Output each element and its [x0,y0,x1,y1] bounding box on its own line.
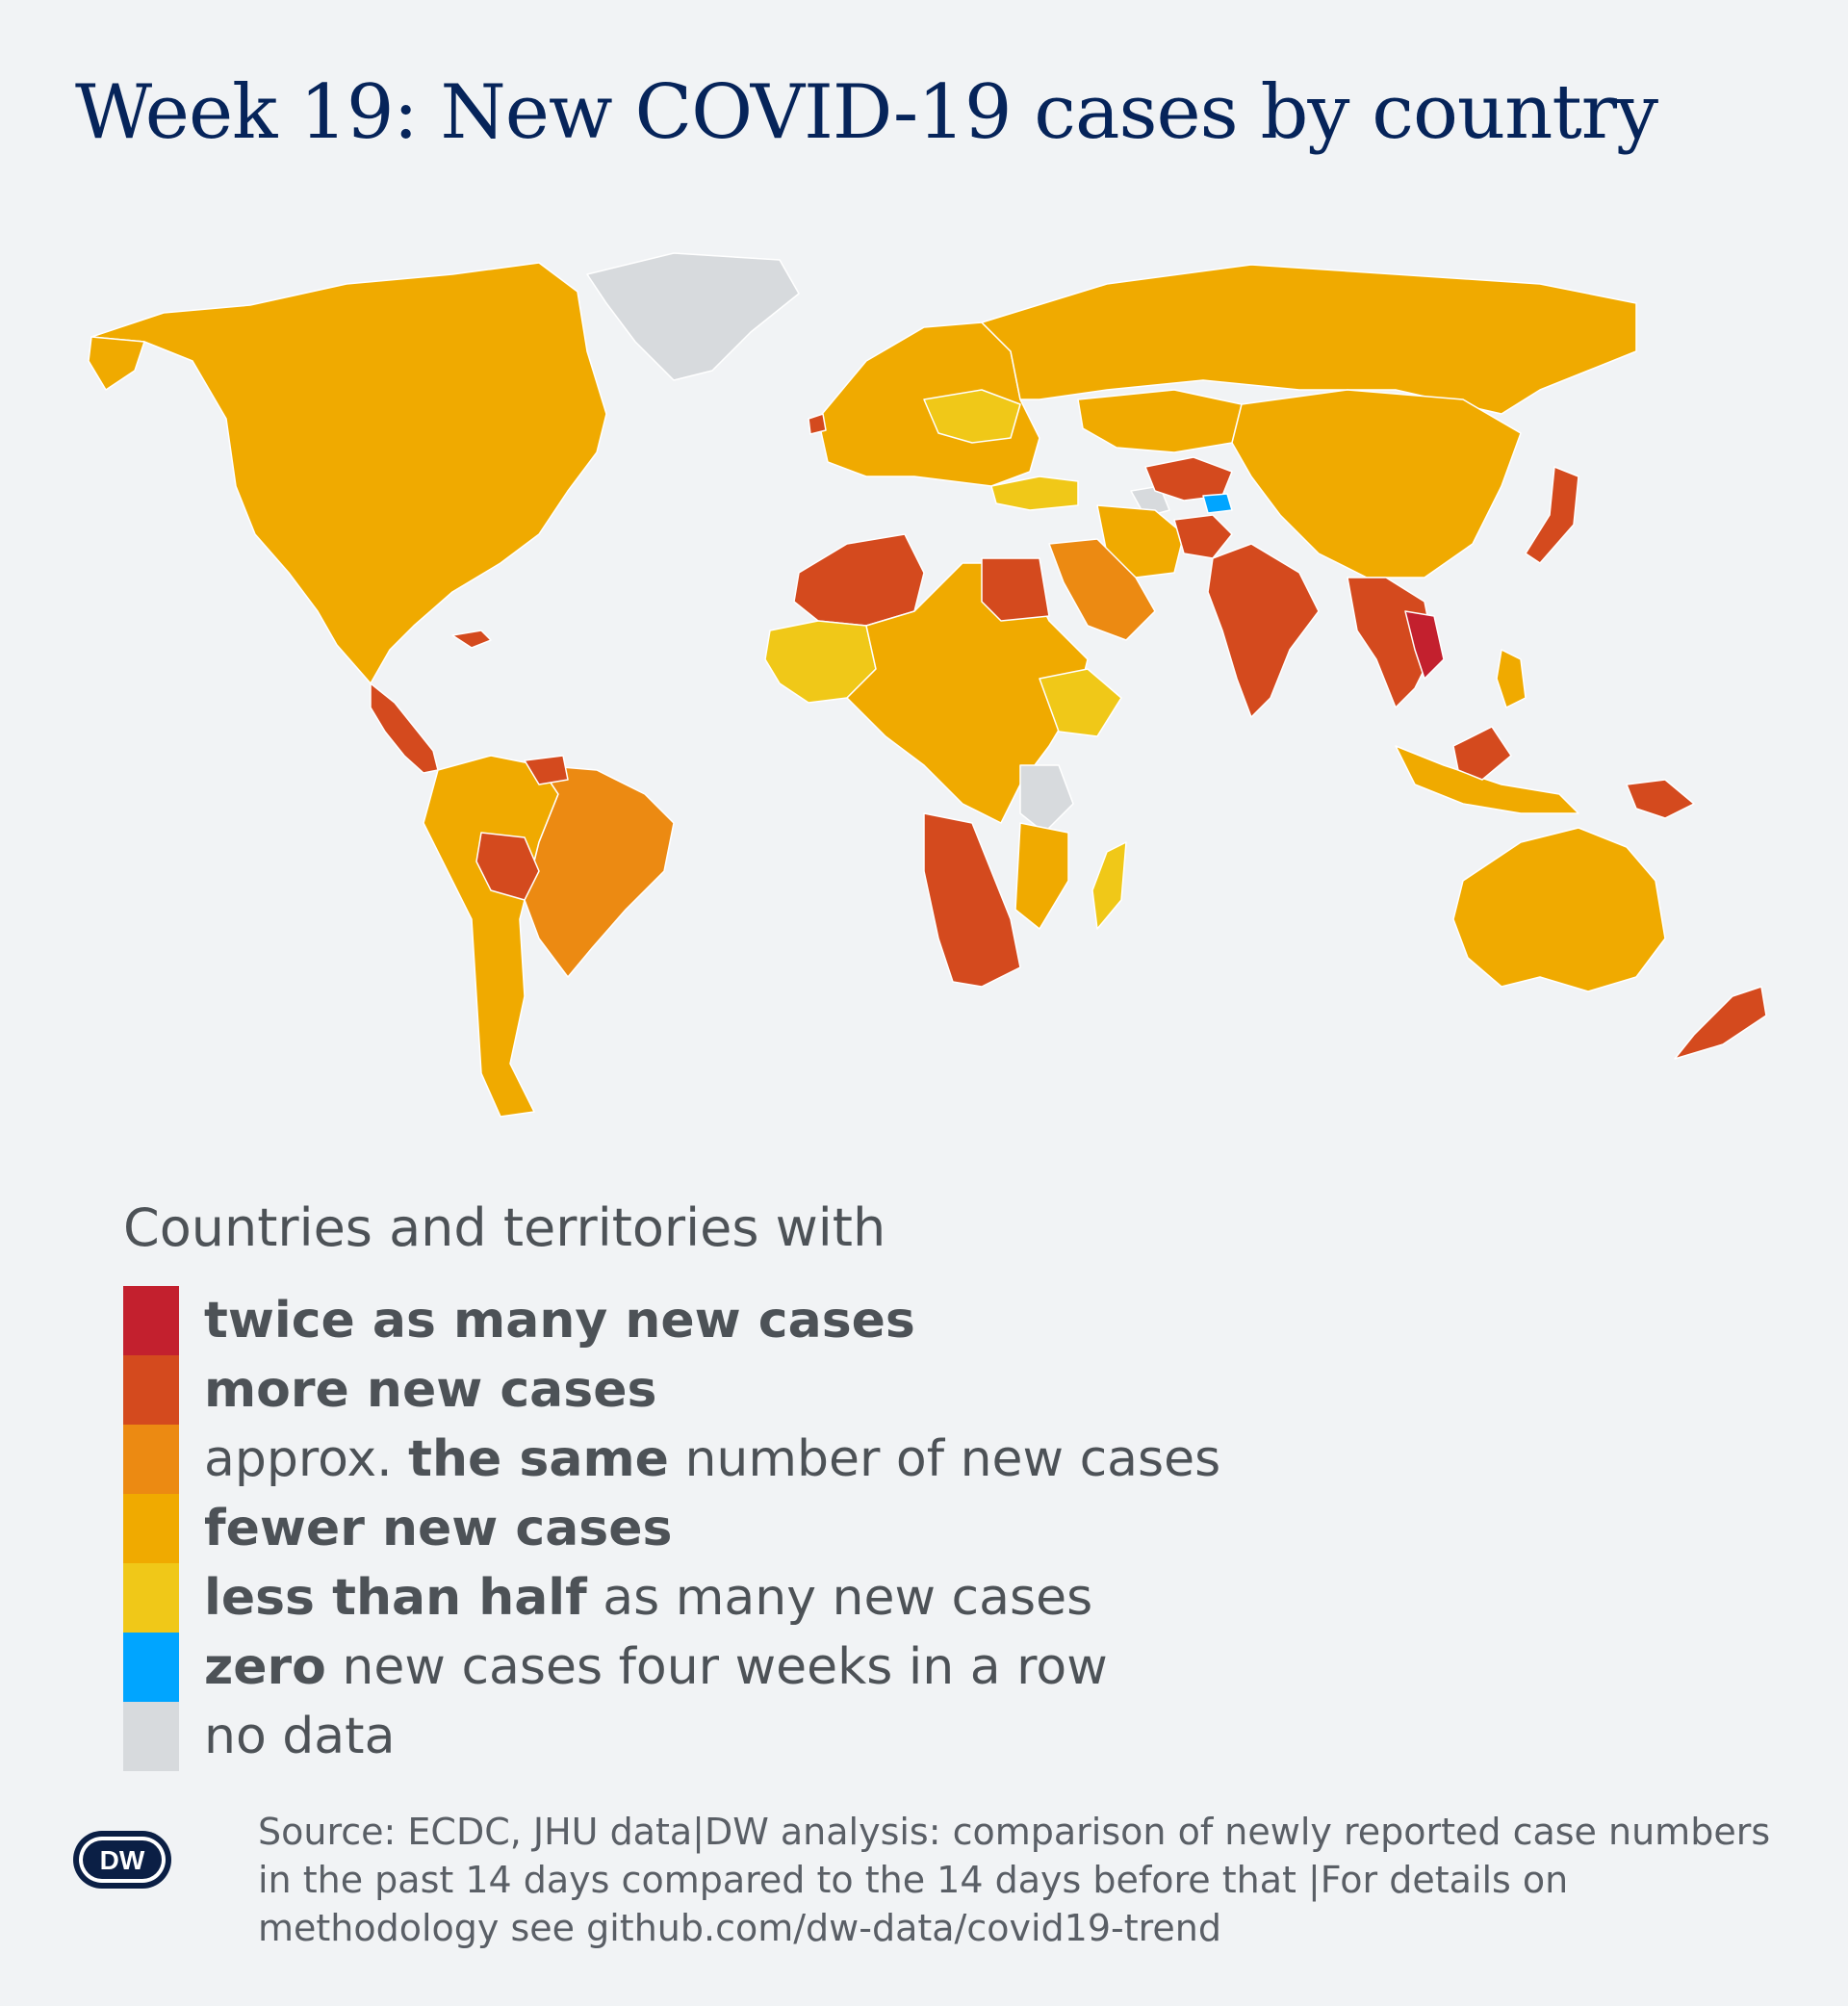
region-tajikistan [1202,493,1233,514]
legend-label-post: as many new cases [586,1569,1093,1627]
legend-heading: Countries and territories with [123,1197,886,1258]
dw-logo-text: DW [100,1845,145,1875]
chart-title: Week 19: New COVID-19 cases by country [75,69,1658,156]
legend-label-bold: the same [408,1430,669,1488]
legend-label: twice as many new cases [204,1292,915,1350]
source-note: Source: ECDC, JHU data|DW analysis: comp… [258,1811,1771,1949]
region-egypt [981,557,1050,622]
region-southeast-asia [1347,577,1435,708]
legend-swatch-fewer [123,1494,179,1563]
region-north-africa [793,533,925,627]
region-russia [981,264,1637,415]
legend-label-bold: zero [204,1638,326,1696]
region-arabia [1048,538,1156,641]
legend-label: approx. the same number of new cases [204,1430,1220,1488]
region-borneo [1452,726,1512,781]
region-greenland [586,252,800,381]
region-papua [1626,779,1695,819]
legend-label: less than half as many new cases [204,1569,1092,1627]
dw-logo: DW [73,1831,171,1889]
region-central-america [370,682,439,774]
legend-item-twice: twice as many new cases [123,1286,1220,1355]
region-alaska-west [88,336,145,391]
legend-item-fewer: fewer new cases [123,1494,1220,1563]
region-southern-africa [923,812,1021,988]
region-china [1231,389,1522,579]
legend-label-bold: fewer new cases [204,1500,673,1557]
region-vietnam [1404,610,1445,680]
region-australia [1452,827,1666,992]
legend-swatch-same [123,1425,179,1494]
legend-label: zero new cases four weeks in a row [204,1638,1108,1696]
region-guiana [524,755,569,785]
legend-label-pre: approx. [204,1430,409,1488]
legend-swatch-nodata [123,1702,179,1771]
legend-swatch-more [123,1355,179,1425]
legend-label-post: number of new cases [668,1430,1221,1488]
legend-swatch-twice [123,1286,179,1355]
legend-label: no data [204,1708,395,1765]
legend-item-half: less than half as many new cases [123,1563,1220,1633]
region-ireland [808,413,827,435]
region-east-africa [1039,668,1122,737]
legend-label-post: no data [204,1708,396,1765]
legend-label-bold: more new cases [204,1361,657,1419]
region-new-zealand [1674,986,1767,1060]
region-philippines [1496,649,1527,708]
legend-item-nodata: no data [123,1702,1220,1771]
legend-label-bold: twice as many new cases [204,1292,915,1350]
region-north-america [90,262,607,684]
region-central-europe [923,389,1021,444]
region-india [1207,543,1320,718]
region-brazil [524,764,675,978]
region-mozambique [1014,822,1069,930]
legend-label-post: new cases four weeks in a row [325,1638,1108,1696]
region-madagascar [1091,841,1127,930]
world-map [88,252,1767,1118]
region-afghanistan [1173,514,1233,559]
legend-label-bold: less than half [204,1569,587,1627]
legend-item-same: approx. the same number of new cases [123,1425,1220,1494]
region-tanzania-nodata [1019,764,1074,834]
region-kazakhstan [1077,389,1243,453]
legend-swatch-zero [123,1633,179,1702]
legend-label: fewer new cases [204,1500,672,1557]
region-turkey [990,476,1079,511]
legend: twice as many new cases more new cases app… [123,1286,1220,1771]
legend-item-more: more new cases [123,1355,1220,1425]
dw-logo-core [83,1840,162,1879]
region-bolivia [475,832,540,901]
legend-label: more new cases [204,1361,656,1419]
region-caribbean [451,630,492,649]
legend-item-zero: zero new cases four weeks in a row [123,1633,1220,1702]
region-japan [1525,466,1579,564]
legend-swatch-half [123,1563,179,1633]
